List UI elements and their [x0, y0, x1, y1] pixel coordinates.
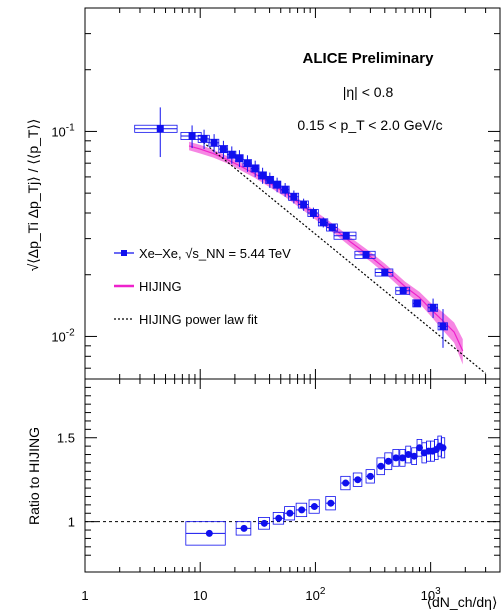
- xexe-point: [157, 125, 164, 132]
- ratio-point: [405, 451, 412, 458]
- y-tick-label: 10-1: [51, 122, 75, 139]
- ratio-point: [354, 476, 361, 483]
- y-tick-label: 10-2: [51, 327, 75, 344]
- xexe-point: [274, 181, 281, 188]
- xexe-point: [439, 323, 446, 330]
- bottom-panel-frame: [85, 379, 500, 572]
- xexe-point: [329, 224, 336, 231]
- xexe-point: [400, 287, 407, 294]
- legend: Xe–Xe, √s_NN = 5.44 TeV HIJING HIJING po…: [114, 246, 291, 327]
- xexe-point: [236, 155, 243, 162]
- xexe-point: [320, 219, 327, 226]
- ratio-point: [241, 525, 248, 532]
- pt-range-label: 0.15 < p_T < 2.0 GeV/c: [297, 117, 442, 133]
- xexe-point: [228, 151, 235, 158]
- xexe-point: [290, 193, 297, 200]
- ratio-point: [261, 520, 268, 527]
- ratio-point: [206, 530, 213, 537]
- ratio-point: [275, 515, 282, 522]
- xexe-point: [282, 186, 289, 193]
- ratio-point: [327, 500, 334, 507]
- legend-label-fit: HIJING power law fit: [139, 312, 258, 327]
- xexe-point: [266, 176, 273, 183]
- xexe-point: [189, 132, 196, 139]
- x-tick-label: 1: [81, 588, 88, 603]
- xexe-point: [381, 269, 388, 276]
- ratio-point: [286, 510, 293, 517]
- legend-marker-xexe: [121, 250, 127, 256]
- y-tick-label: 1: [68, 515, 75, 530]
- ratio-point: [311, 503, 318, 510]
- y-tick-label: 1.5: [57, 431, 75, 446]
- ratio-point: [377, 463, 384, 470]
- x-tick-label: 10: [193, 588, 207, 603]
- xexe-point: [259, 172, 266, 179]
- xexe-point: [211, 139, 218, 146]
- xexe-point: [413, 300, 420, 307]
- ratio-point: [385, 458, 392, 465]
- ratio-point: [342, 480, 349, 487]
- bottom-plot-area: [85, 436, 500, 545]
- top-plot-area: [135, 107, 486, 373]
- xexe-point: [430, 304, 437, 311]
- eta-cut-label: |η| < 0.8: [343, 84, 394, 100]
- xexe-point: [220, 146, 227, 153]
- xexe-point: [252, 165, 259, 172]
- bottom-y-axis-title: Ratio to HIJING: [26, 427, 42, 525]
- xexe-point: [310, 210, 317, 217]
- x-axis-title: ⟨dN_ch/dη⟩: [427, 594, 498, 610]
- xexe-point: [363, 251, 370, 258]
- xexe-point: [244, 160, 251, 167]
- xexe-point: [201, 135, 208, 142]
- ratio-point: [298, 506, 305, 513]
- top-y-axis-title: √⟨Δp_Ti Δp_Tj⟩ / ⟨⟨p_T⟩⟩: [25, 119, 41, 272]
- legend-label-hijing: HIJING: [139, 279, 182, 294]
- chart-title: ALICE Preliminary: [303, 50, 435, 67]
- xexe-point: [343, 232, 350, 239]
- x-tick-label: 102: [305, 586, 325, 603]
- ratio-point: [367, 473, 374, 480]
- ratio-point: [392, 454, 399, 461]
- ratio-point: [439, 444, 446, 451]
- xexe-point: [300, 201, 307, 208]
- legend-label-xexe: Xe–Xe, √s_NN = 5.44 TeV: [139, 246, 291, 261]
